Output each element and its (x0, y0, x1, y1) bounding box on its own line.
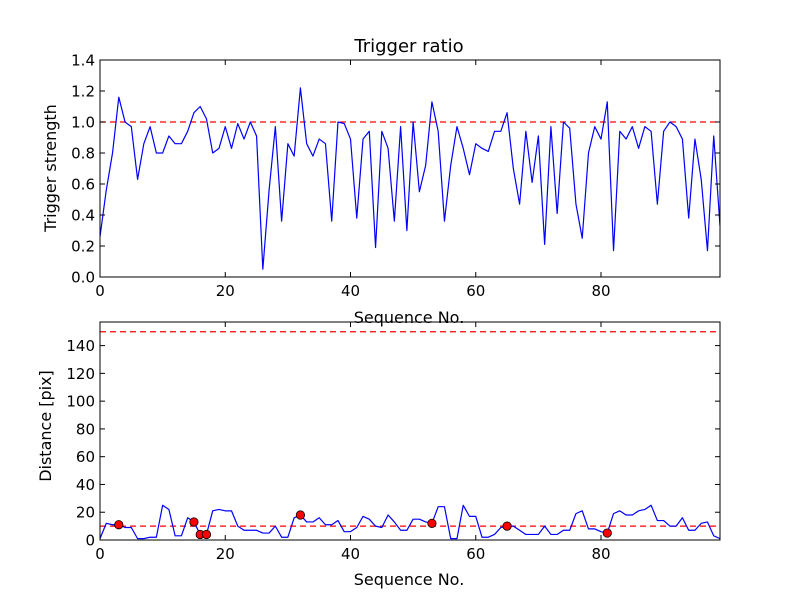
trigger-ratio-x-tick-label: 20 (216, 282, 235, 300)
trigger-ratio-y-tick-label: 0.0 (71, 269, 95, 287)
distance-marker-point (502, 521, 512, 531)
trigger-ratio-x-tick-label: 0 (95, 282, 105, 300)
distance-y-tick-label: 60 (76, 448, 95, 466)
trigger-ratio-y-tick-label: 0.2 (71, 238, 95, 256)
trigger-ratio-y-label: Trigger strength (41, 104, 60, 233)
distance-chart: Sequence No. Distance [pix] 0 20 40 60 80 0 20… (36, 321, 721, 589)
trigger-ratio-y-tick-label: 1.2 (71, 83, 95, 101)
distance-marker-point (427, 518, 437, 528)
trigger-ratio-x-tick-label: 40 (341, 282, 360, 300)
trigger-ratio-y-tick-label: 0.8 (71, 145, 95, 163)
distance-x-tick-label: 80 (591, 545, 610, 563)
distance-marker-point (189, 517, 199, 527)
trigger-ratio-y-tick-label: 0.6 (71, 176, 95, 194)
trigger-ratio-y-tick-label: 0.4 (71, 207, 95, 225)
distance-x-tick-label: 40 (341, 545, 360, 563)
distance-marker-point (201, 529, 212, 540)
distance-y-tick-label: 0 (85, 532, 95, 550)
trigger-ratio-x-tick-label: 80 (591, 282, 610, 300)
distance-y-tick-label: 140 (66, 337, 95, 355)
trigger-ratio-axes-frame (99, 59, 721, 278)
distance-marker-point (295, 510, 306, 520)
trigger-ratio-series-line (100, 87, 720, 270)
distance-axes-frame (99, 321, 721, 541)
distance-y-tick-label: 40 (76, 476, 95, 494)
trigger-ratio-title: Trigger ratio (353, 36, 463, 57)
distance-x-tick-label: 20 (216, 545, 235, 563)
distance-x-tick-label: 0 (95, 545, 105, 563)
distance-y-label: Distance [pix] (36, 370, 55, 482)
distance-y-tick-label: 80 (76, 420, 95, 438)
trigger-ratio-chart: Trigger ratio Sequence No. Trigger stren… (41, 36, 721, 327)
distance-y-tick-label: 100 (66, 393, 95, 411)
trigger-ratio-plot-area (100, 87, 720, 270)
trigger-ratio-x-label: Sequence No. (354, 308, 465, 327)
distance-x-tick-label: 60 (466, 545, 485, 563)
distance-marker-point (602, 528, 612, 538)
trigger-ratio-y-tick-label: 1.0 (71, 114, 95, 132)
distance-y-tick-label: 20 (76, 504, 95, 522)
distance-y-tick-label: 120 (66, 365, 95, 383)
distance-marker-point (114, 520, 124, 530)
distance-x-label: Sequence No. (354, 570, 465, 589)
trigger-ratio-x-tick-label: 60 (466, 282, 485, 300)
trigger-ratio-y-tick-label: 1.4 (71, 52, 95, 70)
